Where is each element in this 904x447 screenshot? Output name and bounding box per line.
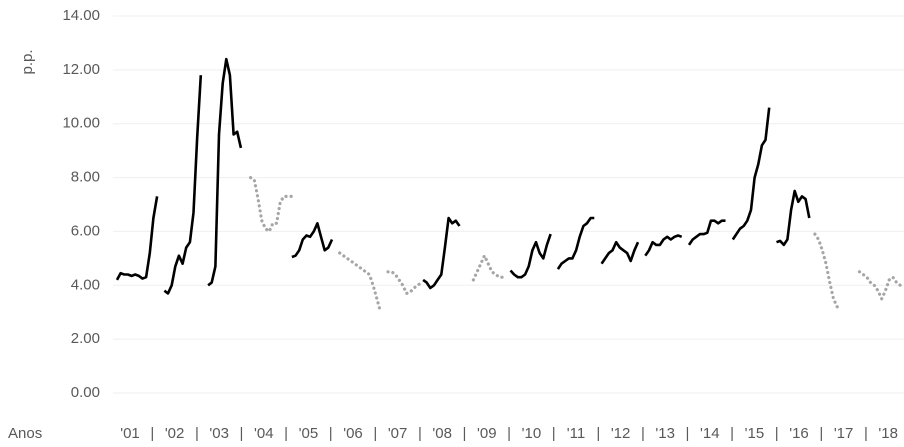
x-tick-separator: | [686, 425, 690, 442]
x-tick-separator: | [418, 425, 422, 442]
x-tick-label: '04 [254, 425, 274, 442]
x-tick-label: '16 [789, 425, 809, 442]
x-tick-label: '18 [878, 425, 898, 442]
y-tick-label: 0.00 [71, 384, 100, 401]
x-tick-separator: | [284, 425, 288, 442]
x-tick-label: '06 [343, 425, 363, 442]
x-tick-separator: | [373, 425, 377, 442]
x-axis-label: Anos [8, 425, 42, 442]
x-tick-separator: | [730, 425, 734, 442]
x-tick-separator: | [864, 425, 868, 442]
x-tick-separator: | [463, 425, 467, 442]
x-tick-label: '07 [388, 425, 408, 442]
y-tick-label: 6.00 [71, 222, 100, 239]
x-tick-separator: | [329, 425, 333, 442]
x-tick-label: '08 [432, 425, 452, 442]
y-tick-label: 8.00 [71, 169, 100, 186]
y-tick-label: 14.00 [62, 7, 100, 24]
x-tick-separator: | [240, 425, 244, 442]
x-tick-label: '05 [299, 425, 319, 442]
y-tick-label: 12.00 [62, 61, 100, 78]
y-tick-label: 4.00 [71, 276, 100, 293]
x-tick-label: '12 [611, 425, 631, 442]
x-tick-separator: | [150, 425, 154, 442]
x-tick-separator: | [819, 425, 823, 442]
y-tick-label: 2.00 [71, 330, 100, 347]
x-tick-separator: | [775, 425, 779, 442]
x-tick-label: '17 [834, 425, 854, 442]
x-tick-separator: | [552, 425, 556, 442]
y-tick-label: 10.00 [62, 115, 100, 132]
x-tick-label: '03 [209, 425, 229, 442]
line-series [249, 176, 902, 314]
x-tick-separator: | [195, 425, 199, 442]
x-tick-label: '10 [522, 425, 542, 442]
x-tick-label: '02 [165, 425, 185, 442]
x-tick-separator: | [641, 425, 645, 442]
x-tick-label: '14 [700, 425, 720, 442]
x-tick-label: '09 [477, 425, 497, 442]
x-tick-separator: | [596, 425, 600, 442]
y-axis-label: p.p. [19, 49, 36, 74]
x-tick-label: '11 [567, 425, 585, 442]
line-series [115, 57, 811, 295]
x-tick-label: '13 [655, 425, 675, 442]
x-tick-label: '01 [120, 425, 140, 442]
x-tick-label: '15 [745, 425, 765, 442]
x-tick-separator: | [507, 425, 511, 442]
